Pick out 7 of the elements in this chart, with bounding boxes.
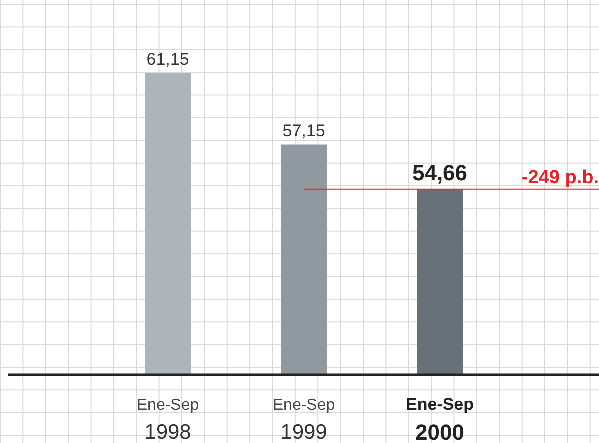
ref-line-label: -249 p.b. [522,167,599,188]
data-label: 57,15 [282,122,326,141]
category-label: Ene-Sep 1998 [136,397,200,443]
x-tick-label: Ene-Sep 2000 [406,395,474,443]
category-label: Ene-Sep 1999 [272,397,336,443]
data-label: 61,15 [146,50,190,69]
data-label: 54,66 [412,160,468,186]
